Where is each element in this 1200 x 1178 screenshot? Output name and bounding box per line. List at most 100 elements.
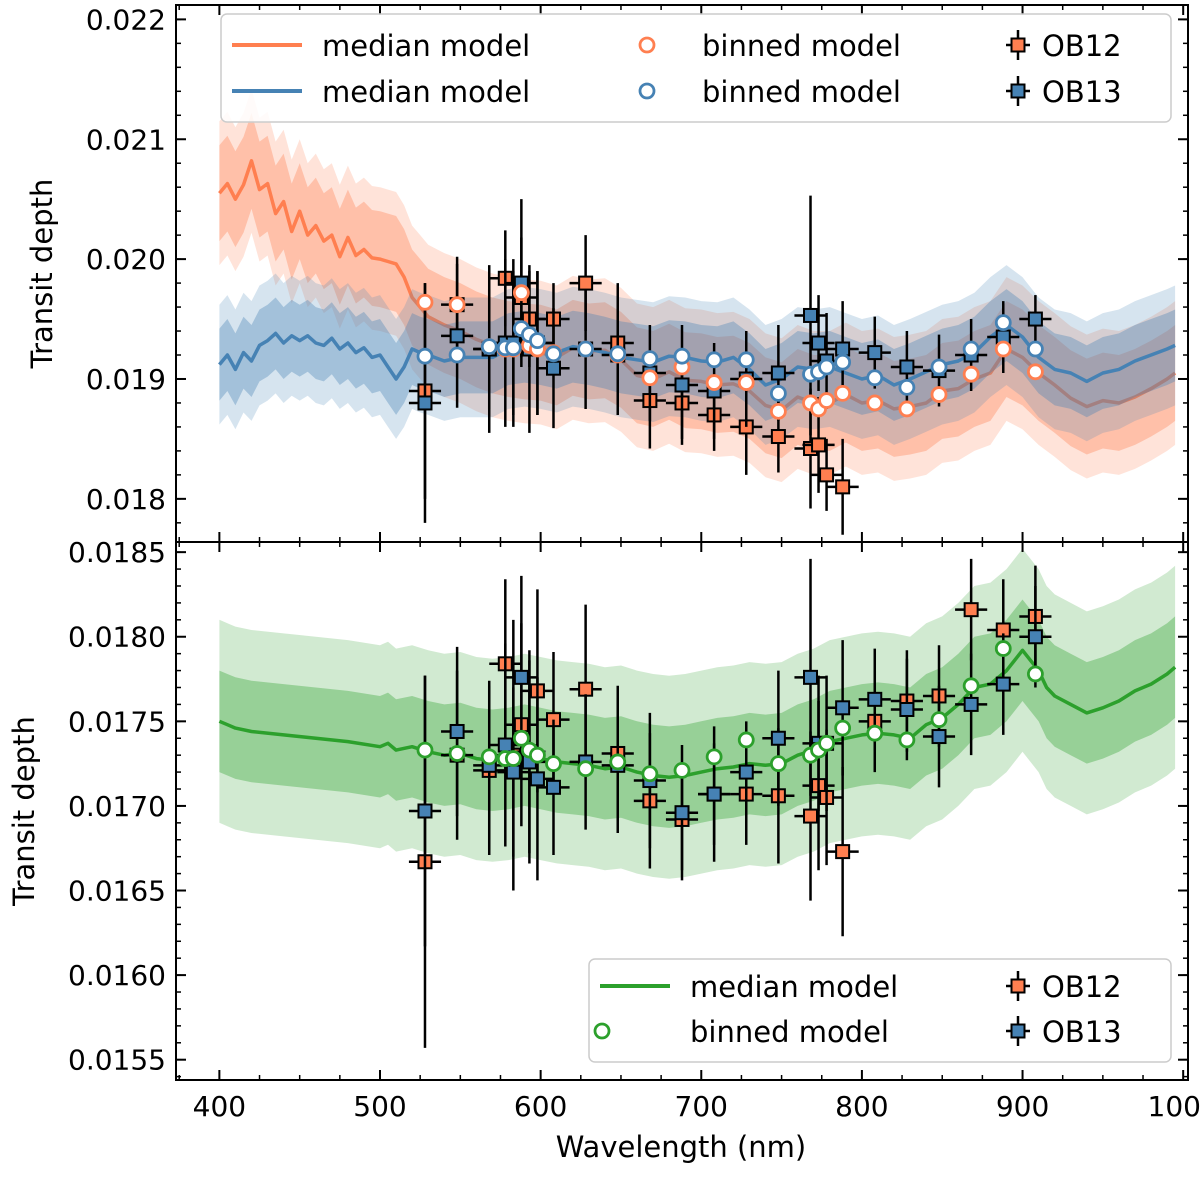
binned-circle	[545, 755, 562, 773]
data-point	[762, 670, 795, 806]
square-marker	[770, 429, 786, 445]
legend-label: binned model	[702, 29, 901, 63]
legend-entry: OB13	[1006, 75, 1122, 109]
square-marker	[811, 335, 827, 351]
binned-circle	[866, 369, 884, 387]
binned-circle	[769, 755, 787, 773]
binned-circle	[834, 719, 852, 737]
square-marker	[674, 805, 690, 821]
binned-circle	[834, 384, 852, 402]
binned-circle	[994, 340, 1012, 358]
square-marker	[674, 377, 690, 393]
y-tick-label: 0.018	[86, 483, 166, 516]
binned-circle	[818, 734, 835, 752]
legend-entry: median model	[232, 29, 530, 63]
data-point	[521, 677, 554, 881]
square-marker	[995, 676, 1011, 692]
y-tick-label: 0.0175	[68, 705, 166, 738]
square-marker	[505, 764, 521, 780]
binned-circle	[529, 332, 546, 350]
legend-circle-swatch	[638, 36, 656, 54]
model-0	[218, 88, 1177, 483]
square-marker	[529, 771, 545, 787]
binned-model	[416, 640, 1044, 783]
y-tick-label: 0.0180	[68, 621, 166, 654]
square-marker	[931, 729, 947, 745]
binned-circle	[994, 640, 1012, 657]
square-marker	[963, 602, 979, 618]
legend-label: median model	[690, 970, 898, 1004]
median-model-line	[218, 323, 1176, 387]
y-tick-label: 0.022	[86, 3, 166, 36]
data-point	[826, 767, 859, 937]
binned-circle	[898, 400, 916, 418]
binned-circle	[641, 369, 659, 387]
square-marker	[803, 307, 819, 323]
legend-entry: binned model	[638, 29, 901, 63]
binned-circle	[529, 746, 546, 764]
binned-circle	[545, 345, 562, 363]
data-point	[826, 438, 859, 535]
data-point	[537, 719, 570, 855]
x-axis-title: Wavelength (nm)	[556, 1130, 807, 1164]
square-marker	[867, 691, 883, 707]
data-point	[810, 438, 843, 511]
binned-circle	[448, 745, 466, 762]
square-marker	[1027, 629, 1043, 645]
square-marker	[497, 737, 513, 753]
binned-circle	[673, 347, 691, 365]
data-point	[408, 675, 442, 947]
y-tick-label: 0.0165	[68, 875, 166, 908]
binned-circle	[641, 765, 659, 783]
square-marker	[449, 328, 465, 344]
binned-circle	[962, 365, 980, 383]
y-tick-label: 0.0160	[68, 959, 166, 992]
x-tick-label: 500	[353, 1090, 406, 1123]
binned-circle	[504, 339, 522, 357]
binned-circle	[866, 394, 884, 412]
binned-circle	[577, 340, 595, 358]
plot-area	[218, 548, 1177, 1048]
axes-frame	[175, 541, 1189, 1081]
binned-circle	[705, 374, 723, 391]
x-tick-label: 900	[996, 1090, 1049, 1123]
legend-label: binned model	[702, 75, 901, 109]
data-point	[497, 687, 530, 857]
legend-entry: median model	[232, 75, 530, 109]
square-marker	[770, 365, 786, 381]
square-marker	[545, 360, 561, 376]
legend-circle-swatch	[593, 1022, 611, 1040]
legend-circle-swatch	[638, 82, 656, 100]
square-marker	[963, 696, 979, 712]
data-point	[1019, 295, 1052, 344]
square-marker	[867, 345, 883, 361]
binned-circle	[769, 402, 787, 420]
binned-circle	[994, 314, 1012, 332]
square-marker	[803, 669, 819, 685]
square-marker	[545, 779, 561, 795]
binned-model	[416, 314, 1044, 402]
legend-entry: OB13	[1006, 1015, 1122, 1049]
legend-label: OB12	[1042, 970, 1122, 1004]
legend-entry: median model	[600, 970, 898, 1004]
square-marker	[835, 341, 851, 357]
square-marker	[706, 786, 722, 802]
data-point	[408, 283, 442, 523]
square-marker	[449, 723, 465, 739]
square-marker	[513, 669, 529, 685]
binned-circle	[1026, 665, 1044, 683]
binned-circle	[448, 296, 466, 314]
legend-entry: OB12	[1006, 29, 1122, 63]
binned-circle	[705, 748, 723, 766]
binned-circle	[962, 677, 980, 695]
binned-circle	[818, 392, 835, 409]
legend-entry: binned model	[638, 75, 901, 109]
binned-circle	[448, 346, 466, 364]
legend-entry: binned model	[593, 1015, 889, 1049]
legend: median model binned model OB12 OB13	[588, 958, 1172, 1063]
legend-label: OB13	[1042, 1015, 1122, 1049]
